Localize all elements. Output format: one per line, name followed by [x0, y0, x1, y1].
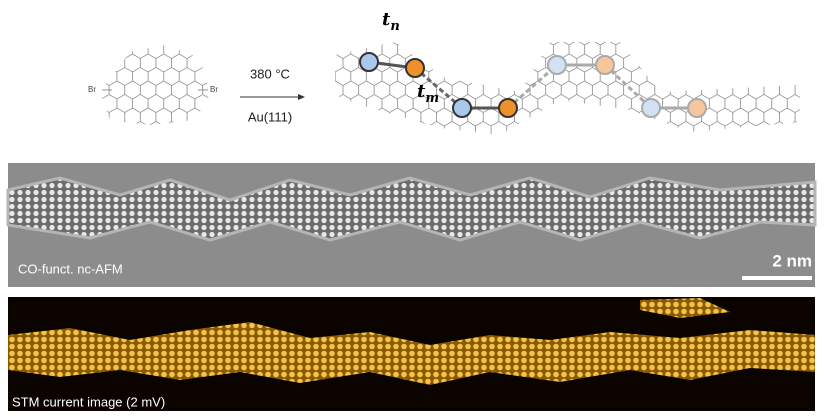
precursor-molecule	[95, 40, 215, 130]
scale-bar	[742, 276, 812, 280]
afm-caption: CO-funct. nc-AFM	[18, 261, 123, 276]
ribbon-scheme	[330, 35, 805, 140]
stm-caption: STM current image (2 mV)	[12, 394, 165, 409]
subscript: m	[425, 91, 439, 106]
scale-bar-label: 2 nm	[772, 251, 812, 270]
tn-label: tn	[382, 9, 400, 34]
temperature: 380 °C	[250, 66, 290, 81]
br-label: Br	[88, 85, 96, 94]
figure: Br Br 380 °C Au(111) tn tm CO-funct. nc-…	[0, 0, 824, 411]
subscript: n	[390, 19, 399, 34]
br-label: Br	[210, 85, 218, 94]
arrow-head	[298, 94, 305, 100]
substrate: Au(111)	[248, 109, 292, 124]
